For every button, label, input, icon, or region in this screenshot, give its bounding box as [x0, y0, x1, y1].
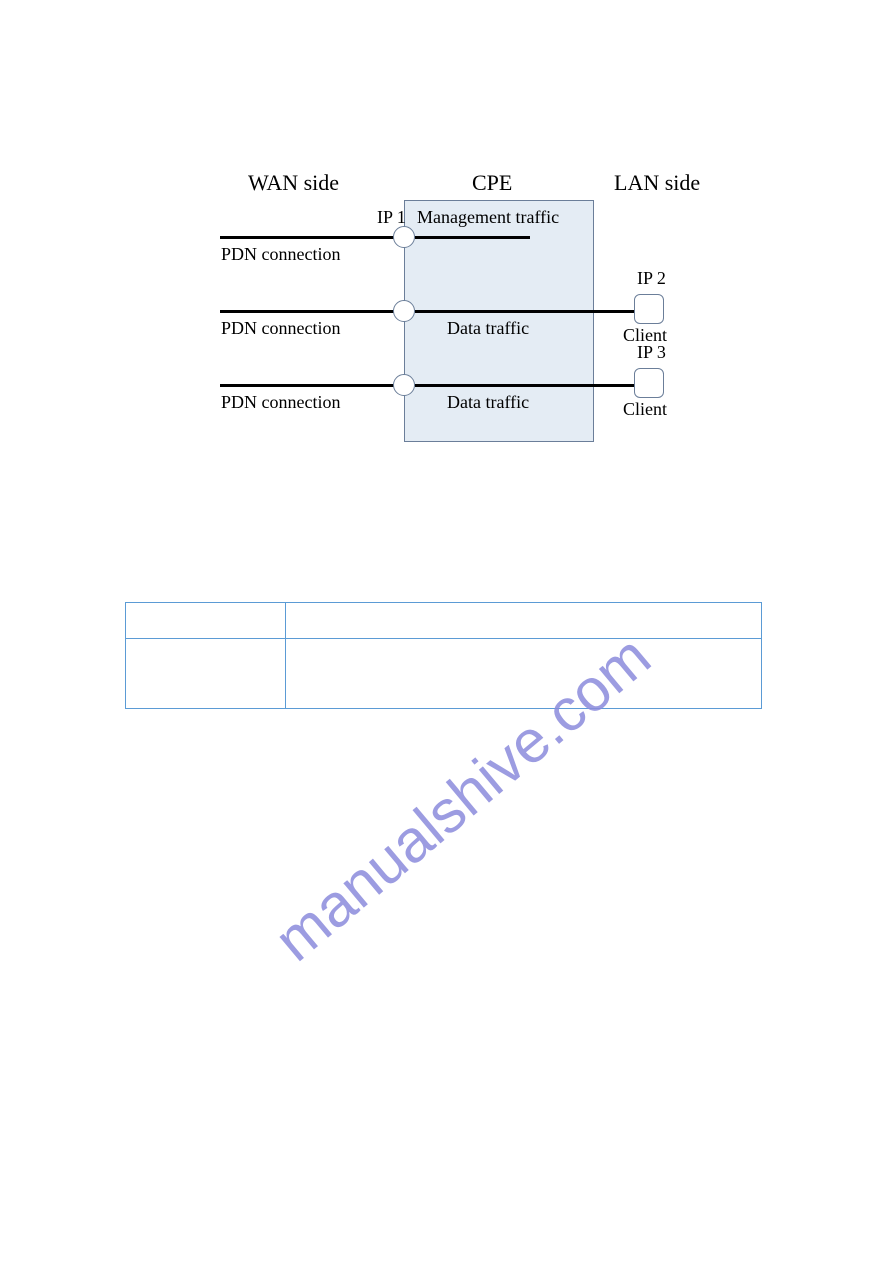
table-cell [126, 603, 286, 639]
client-label: Client [623, 399, 667, 420]
table-row [126, 639, 762, 709]
port-circle [393, 300, 415, 322]
client-box [634, 368, 664, 398]
client-ip-label: IP 3 [637, 342, 666, 363]
wan-line [220, 236, 404, 239]
port-circle [393, 374, 415, 396]
table-cell [286, 603, 762, 639]
client-ip-label: IP 2 [637, 268, 666, 289]
wan-line [220, 384, 404, 387]
pdn-label: PDN connection [221, 392, 340, 413]
traffic-label: Management traffic [417, 207, 559, 228]
cpe-label: CPE [472, 170, 512, 196]
management-line [415, 236, 530, 239]
table-cell [126, 639, 286, 709]
wan-line [220, 310, 404, 313]
port-circle [393, 226, 415, 248]
pdn-label: PDN connection [221, 318, 340, 339]
table-row [126, 603, 762, 639]
table-cell [286, 639, 762, 709]
traffic-label: Data traffic [447, 318, 529, 339]
pdn-label: PDN connection [221, 244, 340, 265]
wan-side-label: WAN side [248, 170, 339, 196]
lan-side-label: LAN side [614, 170, 700, 196]
lan-line [415, 310, 634, 313]
info-table [125, 602, 762, 709]
page-canvas: WAN side CPE LAN side IP 1 Management tra… [0, 0, 893, 1263]
client-box [634, 294, 664, 324]
ip-label: IP 1 [377, 207, 406, 228]
lan-line [415, 384, 634, 387]
traffic-label: Data traffic [447, 392, 529, 413]
